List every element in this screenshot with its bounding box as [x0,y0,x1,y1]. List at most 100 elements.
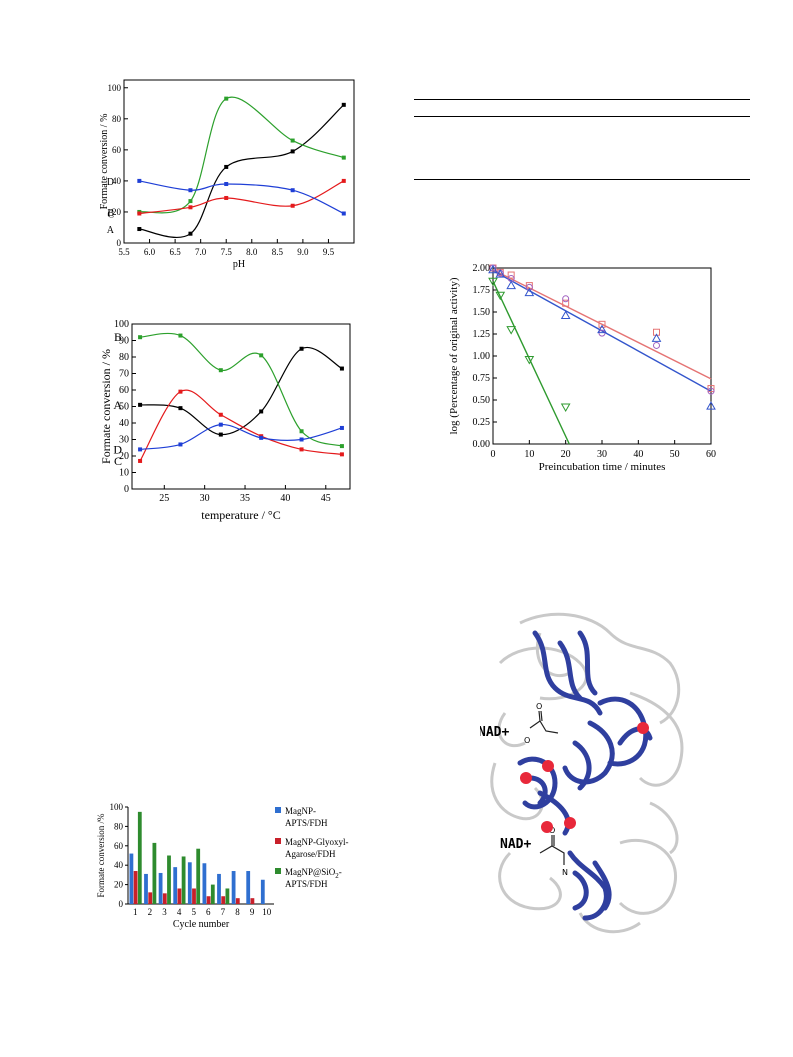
data-point-square [598,320,606,328]
data-point-C [188,205,193,210]
y-tick-label: 0 [117,238,122,248]
legend-swatch [275,868,281,874]
data-point-triangle-up [506,280,517,290]
legend-label: Agarose/FDH [285,849,336,859]
x-tick-label: 10 [524,449,534,460]
data-point-square [707,385,715,393]
x-axis-label: pH [233,259,245,270]
y-tick-label: 20 [114,880,124,890]
data-point-triangle-up [524,287,535,297]
binding-site-dot [564,817,576,829]
y-tick-label: 1.00 [473,351,491,362]
bar [210,884,215,904]
data-point-D [188,188,193,193]
chart-temperature: 25 30 35 40 45 0 10 20 30 40 50 60 70 80 90 100 temperat… [100,319,351,522]
data-point-triangle-up [495,269,506,278]
bar [144,873,148,904]
y-axis-label: Formate conversion / % [100,114,110,210]
y-tick-label: 40 [119,418,129,429]
x-tick-label: 35 [240,493,250,504]
data-point-square [507,271,515,279]
x-tick-label: 8 [235,907,240,917]
data-point-D [178,442,183,447]
bar [152,842,157,904]
data-point-square [562,299,570,307]
x-tick-label: 20 [561,449,571,460]
bar [133,871,138,904]
data-point-D [290,188,295,193]
y-tick-label: 20 [119,451,129,462]
x-tick-label: 9 [250,907,255,917]
y-tick-label: 100 [108,83,122,93]
data-point-B [218,368,223,373]
x-tick-label: 3 [162,907,167,917]
bar [158,872,163,904]
legend-swatch [275,807,281,813]
x-tick-label: 7 [221,907,226,917]
x-tick-label: 6.5 [169,247,181,257]
bar [260,879,265,904]
data-point-B [138,335,143,340]
data-point-C [299,447,304,452]
x-tick-label: 10 [262,907,272,917]
nad-top [529,710,559,734]
x-tick-label: 6 [206,907,211,917]
series-label-B: B [114,330,122,344]
data-point-C [224,195,229,200]
data-point-C [218,412,223,417]
bar [187,862,192,904]
data-point-C [138,458,143,463]
legend-label: APTS/FDH [285,879,328,889]
x-tick-label: 6.0 [144,247,156,257]
y-axis-label: Formate conversion / % [100,349,113,464]
x-tick-label: 50 [670,449,680,460]
data-point-A [290,149,295,154]
data-point-D [339,425,344,430]
fdh-structure-illustration: NAD+ NAD+ O O O N [480,612,684,934]
data-point-D [137,178,142,183]
series-curve-C [139,389,342,462]
data-point-B [339,444,344,449]
data-point-A [137,227,142,232]
y-tick-label: 0.25 [473,417,491,428]
y-tick-label: 0.50 [473,395,491,406]
fit-line [492,270,712,392]
chart-ph: 5.5 6.0 6.5 7.0 7.5 8.0 8.5 9.0 9.5 0 20 40 60 80 100 p… [100,79,355,270]
x-tick-label: 8.0 [246,247,258,257]
bar [167,855,171,904]
x-tick-label: 60 [706,449,716,460]
legend-label: MagNP-Glyoxyl- [285,837,349,847]
table-rule-top [414,99,750,100]
oxygen-minus-label-top: O [524,736,530,745]
data-point-A [188,231,193,236]
data-point-A [299,346,304,351]
bar [235,898,240,904]
bar [192,888,196,904]
bar [137,811,142,904]
data-point-B [178,333,183,338]
bar [206,896,211,904]
x-tick-label: 4 [177,907,182,917]
data-point-D [341,211,346,216]
data-point-C [137,211,142,216]
y-tick-label: 1.75 [473,285,491,296]
protein-blue-ribbons [517,630,653,921]
bar [196,848,201,904]
y-tick-label: 100 [114,319,129,330]
bar [246,871,251,904]
y-tick-label: 20 [112,207,122,217]
data-point-triangle-down [560,403,571,413]
data-point-D [259,435,264,440]
table-rule-bottom [414,179,750,180]
chart-reuse-cycles: 0 20 40 60 80 100 1 2 3 4 5 6 7 8 9 10 Cycle number Forma… [96,802,349,930]
data-point-B [224,96,229,101]
binding-site-dot [520,772,532,784]
series-label-D: D [113,442,122,456]
x-tick-label: 30 [200,493,210,504]
data-point-triangle-down [506,326,517,335]
y-tick-label: 10 [119,468,129,479]
x-tick-label: 7.5 [221,247,233,257]
y-tick-label: 0.75 [473,373,491,384]
data-point-C [341,178,346,183]
oxygen-label-top: O [536,702,542,711]
